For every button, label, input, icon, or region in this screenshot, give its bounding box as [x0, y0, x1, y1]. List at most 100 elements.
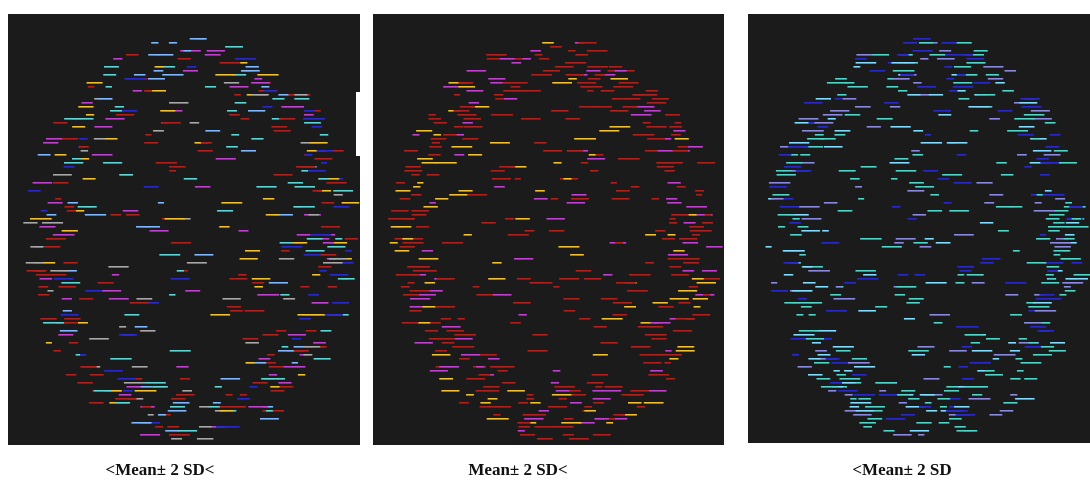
scan-line [1050, 342, 1065, 344]
scan-line [106, 86, 112, 88]
scan-line [939, 422, 950, 424]
scan-line [1048, 230, 1059, 232]
scan-line [563, 178, 571, 180]
scan-line [414, 266, 431, 268]
scan-line [535, 54, 543, 56]
scan-line [914, 274, 925, 276]
scan-line [78, 322, 88, 324]
scan-line [792, 354, 799, 356]
scan-line [989, 194, 1003, 196]
scan-line [534, 142, 546, 144]
scan-line [269, 374, 277, 376]
scan-line [26, 262, 43, 264]
scan-line [955, 426, 966, 428]
scan-line [345, 238, 358, 240]
scan-line [798, 226, 809, 228]
scan-line [893, 70, 915, 72]
scan-line [593, 402, 604, 404]
scan-line [1050, 134, 1061, 136]
scan-line [913, 242, 927, 244]
scan-line [413, 186, 420, 188]
scan-line [417, 182, 423, 184]
scan-line [839, 378, 860, 380]
scan-line [511, 90, 520, 92]
scan-line [334, 194, 343, 196]
scan-line [1049, 214, 1065, 216]
scan-line [525, 230, 535, 232]
scan-line [462, 122, 472, 124]
scan-line [72, 158, 82, 160]
scan-line [799, 206, 819, 208]
scan-line [304, 110, 315, 112]
scan-line [412, 214, 427, 216]
scan-line [459, 190, 473, 192]
scan-line [610, 390, 621, 392]
scan-line [53, 122, 67, 124]
scan-line [858, 310, 876, 312]
scan-line [1002, 90, 1014, 92]
scan-line [850, 398, 856, 400]
scan-line [899, 402, 907, 404]
scan-line [890, 418, 904, 420]
scan-line [1049, 350, 1066, 352]
scan-line [651, 338, 657, 340]
scan-line [850, 402, 871, 404]
scan-line [184, 178, 197, 180]
scan-line [404, 150, 418, 152]
scan-line [62, 230, 78, 232]
scan-line [178, 430, 197, 432]
scan-line [845, 82, 855, 84]
scan-line [295, 242, 303, 244]
scan-line [543, 70, 560, 72]
scan-line [802, 130, 824, 132]
scan-line [312, 302, 329, 304]
scan-line [64, 118, 81, 120]
scan-line [411, 174, 419, 176]
scan-line [69, 342, 78, 344]
scan-line [81, 158, 89, 160]
scan-line [917, 86, 936, 88]
scan-line [205, 130, 220, 132]
scan-line [1024, 166, 1031, 168]
scan-line [53, 234, 75, 236]
scan-line [171, 242, 191, 244]
scan-line [853, 66, 860, 68]
scan-line [317, 150, 327, 152]
scan-line [66, 374, 76, 376]
scan-line [125, 78, 146, 80]
scan-line [567, 202, 585, 204]
scan-line [54, 278, 74, 280]
scan-line [251, 94, 268, 96]
scan-line [631, 114, 652, 116]
scan-line [245, 310, 265, 312]
scan-line [655, 230, 665, 232]
scan-line [912, 50, 932, 52]
scan-line [1074, 274, 1090, 276]
scan-line [974, 50, 988, 52]
scan-line [592, 390, 611, 392]
scan-line [548, 406, 567, 408]
scan-line [68, 202, 78, 204]
scan-line [927, 210, 942, 212]
scan-line [267, 354, 275, 356]
scan-line [342, 202, 360, 204]
scan-line [1065, 234, 1075, 236]
scan-line [320, 134, 329, 136]
scan-line [949, 350, 967, 352]
scan-line [406, 218, 414, 220]
scan-line [554, 386, 574, 388]
scan-line [908, 218, 917, 220]
scan-line [419, 258, 439, 260]
white-notch [724, 92, 730, 156]
scan-line [1070, 278, 1088, 280]
scan-line [566, 118, 581, 120]
scan-line [246, 66, 259, 68]
scan-line [613, 302, 632, 304]
scan-line [670, 266, 682, 268]
scan-line [855, 270, 875, 272]
scan-line [675, 318, 695, 320]
scan-line [957, 90, 966, 92]
scan-line [136, 378, 142, 380]
scan-line [227, 110, 237, 112]
scan-line [294, 186, 315, 188]
